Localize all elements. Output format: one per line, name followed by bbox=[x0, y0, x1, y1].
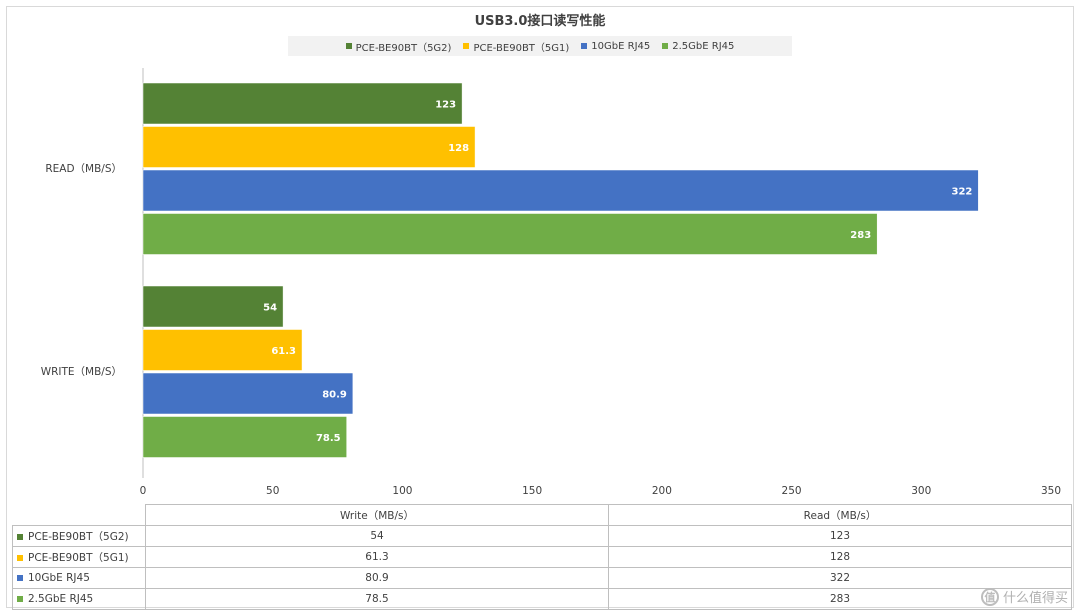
bar-value-label-read-5g1: 128 bbox=[448, 143, 469, 154]
table-row-label: 2.5GbE RJ45 bbox=[12, 588, 146, 610]
bar-write-5g1 bbox=[142, 329, 303, 371]
x-tick-label: 300 bbox=[911, 485, 931, 497]
table-cell-read: 123 bbox=[608, 525, 1072, 547]
table-row-label-text: 10GbE RJ45 bbox=[28, 572, 90, 584]
x-tick-label: 350 bbox=[1041, 485, 1061, 497]
bar-write-5g2 bbox=[142, 285, 284, 328]
table-swatch bbox=[17, 596, 23, 602]
bar-value-label-read-25gbe: 283 bbox=[850, 230, 871, 241]
category-label-read: READ（MB/S） bbox=[45, 163, 122, 175]
bar-value-label-read-5g2: 123 bbox=[435, 100, 456, 111]
chart-title: USB3.0接口读写性能 bbox=[474, 14, 606, 29]
legend-label-10gbe: 10GbE RJ45 bbox=[591, 40, 651, 52]
table-cell-write: 80.9 bbox=[145, 567, 609, 589]
legend-swatch-5g2 bbox=[345, 43, 352, 49]
bar-read-5g1 bbox=[142, 126, 476, 168]
legend-item-5g2: PCE-BE90BT（5G2) bbox=[345, 39, 452, 54]
table-row-label: PCE-BE90BT（5G1) bbox=[12, 546, 146, 568]
bar-value-label-write-5g2: 54 bbox=[263, 303, 277, 314]
table-cell-read: 128 bbox=[608, 546, 1072, 568]
table-row-label-text: 2.5GbE RJ45 bbox=[28, 593, 94, 605]
table-cell-read: 322 bbox=[608, 567, 1072, 589]
watermark-text: 什么值得买 bbox=[1002, 591, 1068, 606]
legend-label-5g1: PCE-BE90BT（5G1) bbox=[473, 42, 570, 54]
table-row: PCE-BE90BT（5G1) 61.3 128 bbox=[12, 546, 1072, 568]
x-tick-label: 100 bbox=[392, 485, 412, 497]
watermark: 值 什么值得买 bbox=[980, 587, 1068, 606]
table-swatch bbox=[17, 575, 23, 581]
table-cell-write: 78.5 bbox=[145, 588, 609, 610]
x-tick-label: 250 bbox=[782, 485, 802, 497]
bar-value-label-write-10gbe: 80.9 bbox=[322, 390, 347, 401]
legend-item-25gbe: 2.5GbE RJ45 bbox=[662, 41, 734, 52]
table-row-label: 10GbE RJ45 bbox=[12, 567, 146, 589]
category-label-write: WRITE（MB/S） bbox=[41, 366, 122, 378]
chart-legend: PCE-BE90BT（5G2) PCE-BE90BT（5G1) 10GbE RJ… bbox=[288, 36, 792, 56]
legend-label-25gbe: 2.5GbE RJ45 bbox=[672, 40, 735, 52]
x-tick-label: 50 bbox=[266, 485, 279, 497]
table-corner bbox=[12, 504, 146, 526]
table-header-write: Write（MB/s） bbox=[145, 504, 609, 526]
bar-write-10gbe bbox=[142, 372, 354, 415]
table-cell-read: 283 bbox=[608, 588, 1072, 610]
legend-swatch-5g1 bbox=[463, 43, 470, 49]
legend-swatch-25gbe bbox=[662, 43, 669, 49]
table-cell-write: 61.3 bbox=[145, 546, 609, 568]
table-cell-write: 54 bbox=[145, 525, 609, 547]
data-table: Write（MB/s） Read（MB/s） PCE-BE90BT（5G2) 5… bbox=[12, 504, 1072, 610]
table-row-label-text: PCE-BE90BT（5G1) bbox=[28, 551, 129, 564]
bar-write-25gbe bbox=[142, 416, 347, 458]
bars-group: 123 128 322 283 54 61.3 80.9 78.5 bbox=[142, 82, 979, 458]
bar-chart-plot: READ（MB/S） WRITE（MB/S） 123 128 322 283 54 61.… bbox=[41, 68, 1061, 497]
value-axis-ticks: 0 50 100 150 200 250 300 350 bbox=[140, 485, 1061, 497]
legend-item-5g1: PCE-BE90BT（5G1) bbox=[463, 39, 569, 54]
bar-read-10gbe bbox=[142, 169, 979, 212]
table-row-label-text: PCE-BE90BT（5G2) bbox=[28, 530, 129, 543]
bar-read-25gbe bbox=[142, 213, 878, 255]
table-header-row: Write（MB/s） Read（MB/s） bbox=[12, 504, 1072, 526]
legend-swatch-10gbe bbox=[581, 43, 588, 49]
table-row-label: PCE-BE90BT（5G2) bbox=[12, 525, 146, 547]
bar-read-5g2 bbox=[142, 82, 463, 125]
x-tick-label: 150 bbox=[522, 485, 542, 497]
table-row: 2.5GbE RJ45 78.5 283 bbox=[12, 588, 1072, 610]
bar-value-label-write-25gbe: 78.5 bbox=[316, 433, 341, 444]
legend-item-10gbe: 10GbE RJ45 bbox=[581, 41, 650, 52]
table-header-read: Read（MB/s） bbox=[608, 504, 1072, 526]
x-tick-label: 0 bbox=[140, 485, 147, 497]
x-tick-label: 200 bbox=[652, 485, 672, 497]
bar-value-label-read-10gbe: 322 bbox=[951, 187, 972, 198]
table-swatch bbox=[17, 533, 23, 540]
bar-value-label-write-5g1: 61.3 bbox=[271, 346, 296, 357]
table-row: 10GbE RJ45 80.9 322 bbox=[12, 567, 1072, 589]
watermark-logo-icon: 值 bbox=[980, 587, 999, 606]
table-row: PCE-BE90BT（5G2) 54 123 bbox=[12, 525, 1072, 547]
table-swatch bbox=[17, 554, 23, 561]
legend-label-5g2: PCE-BE90BT（5G2) bbox=[355, 42, 452, 54]
